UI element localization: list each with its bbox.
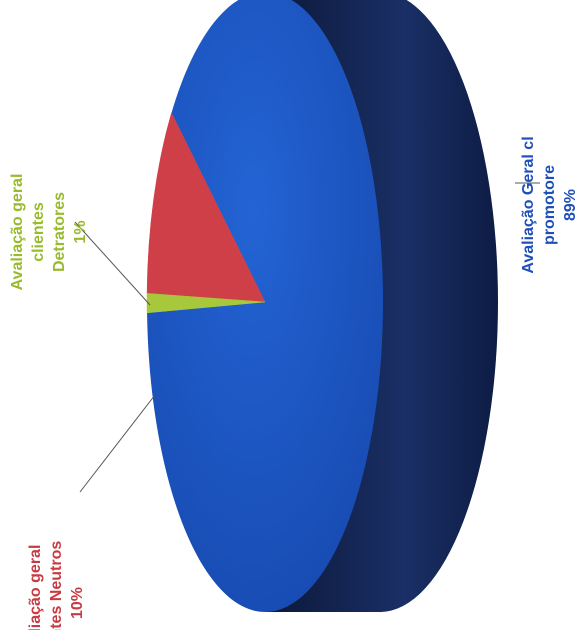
leader-line-detratores <box>74 221 151 306</box>
slice-label-detratores-line-1: clientes <box>30 202 47 262</box>
slice-label-detratores: Avaliação geral clientes Detratores 1% <box>9 174 89 291</box>
pie-slice-promotores <box>147 0 383 612</box>
slice-label-promotores-line-0: Avaliação Geral cl <box>520 136 537 273</box>
slice-label-promotores-line-1: promotore <box>541 165 558 245</box>
slice-label-neutros-line-0: Avaliação geral <box>27 545 44 630</box>
slice-label-neutros: Avaliação geral clientes Neutros 10% <box>27 541 86 635</box>
slice-label-detratores-line-3: 1% <box>72 220 89 243</box>
slice-label-promotores-line-2: 89% <box>562 189 579 221</box>
slice-label-neutros-line-1: clientes Neutros <box>48 541 65 630</box>
slice-label-promotores: Avaliação Geral cl promotore 89% <box>520 136 579 273</box>
slice-label-detratores-line-2: Detratores <box>51 192 68 272</box>
leader-line-neutros <box>79 394 156 493</box>
pie-slice-neutros <box>146 112 266 303</box>
slice-label-detratores-line-0: Avaliação geral <box>9 174 26 291</box>
slice-label-neutros-line-2: 10% <box>69 587 86 619</box>
pie-slice-detratores <box>146 293 266 314</box>
